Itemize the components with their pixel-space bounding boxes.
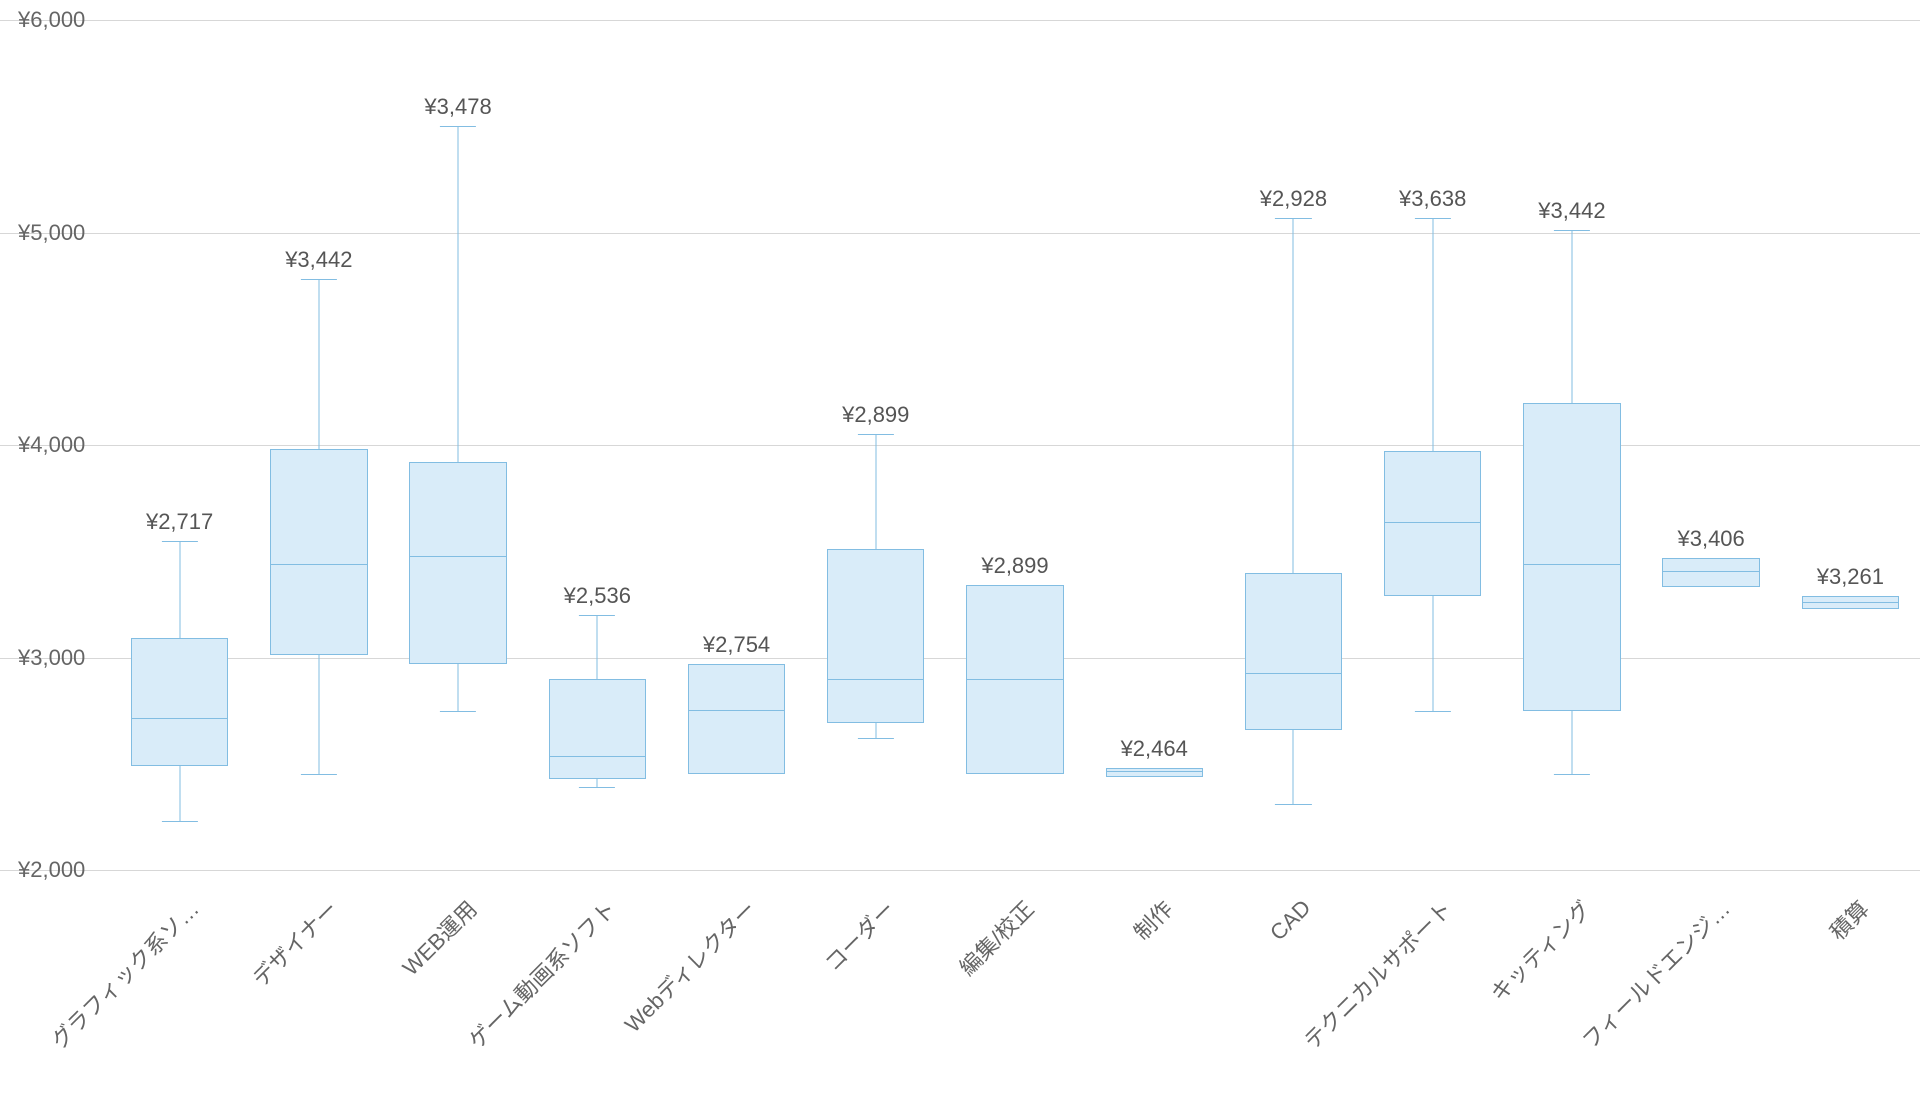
- whisker-upper: [458, 126, 459, 462]
- y-axis-tick-label: ¥4,000: [18, 432, 85, 458]
- boxplot-box: [1106, 0, 1203, 1116]
- box-value-label: ¥3,638: [1399, 186, 1466, 212]
- whisker-cap-upper: [858, 434, 894, 435]
- y-axis-tick-label: ¥2,000: [18, 857, 85, 883]
- whisker-upper: [1571, 230, 1572, 402]
- whisker-cap-lower: [162, 821, 198, 822]
- whisker-cap-upper: [301, 279, 337, 280]
- iqr-box: [1662, 558, 1759, 588]
- box-value-label: ¥3,478: [424, 94, 491, 120]
- whisker-cap-lower: [1275, 804, 1311, 805]
- whisker-lower: [1293, 730, 1294, 804]
- y-axis-tick-label: ¥6,000: [18, 7, 85, 33]
- box-value-label: ¥2,899: [842, 402, 909, 428]
- iqr-box: [409, 462, 506, 664]
- median-line: [688, 710, 785, 711]
- iqr-box: [1245, 573, 1342, 730]
- box-value-label: ¥3,261: [1817, 564, 1884, 590]
- boxplot-box: [1802, 0, 1899, 1116]
- box-value-label: ¥2,928: [1260, 186, 1327, 212]
- median-line: [131, 718, 228, 719]
- y-axis-tick-label: ¥5,000: [18, 220, 85, 246]
- whisker-upper: [597, 615, 598, 679]
- median-line: [1802, 602, 1899, 603]
- iqr-box: [827, 549, 924, 723]
- iqr-box: [549, 679, 646, 779]
- median-line: [1106, 771, 1203, 772]
- whisker-cap-lower: [579, 787, 615, 788]
- boxplot-box: [1245, 0, 1342, 1116]
- box-value-label: ¥3,442: [285, 247, 352, 273]
- iqr-box: [1384, 451, 1481, 596]
- median-line: [270, 564, 367, 565]
- whisker-cap-lower: [1554, 774, 1590, 775]
- whisker-upper: [179, 541, 180, 639]
- iqr-box: [688, 664, 785, 775]
- whisker-lower: [179, 766, 180, 821]
- iqr-box: [131, 638, 228, 766]
- box-value-label: ¥2,899: [981, 553, 1048, 579]
- whisker-cap-lower: [301, 774, 337, 775]
- whisker-lower: [597, 779, 598, 788]
- whisker-lower: [875, 723, 876, 738]
- whisker-cap-lower: [858, 738, 894, 739]
- box-value-label: ¥2,464: [1121, 736, 1188, 762]
- median-line: [409, 556, 506, 557]
- whisker-lower: [318, 655, 319, 774]
- iqr-box: [270, 449, 367, 655]
- box-value-label: ¥3,442: [1538, 198, 1605, 224]
- median-line: [549, 756, 646, 757]
- median-line: [1384, 522, 1481, 523]
- whisker-cap-upper: [1275, 218, 1311, 219]
- box-value-label: ¥2,754: [703, 632, 770, 658]
- whisker-lower: [458, 664, 459, 711]
- whisker-cap-lower: [1415, 711, 1451, 712]
- box-value-label: ¥2,536: [564, 583, 631, 609]
- whisker-lower: [1571, 711, 1572, 775]
- iqr-box: [1523, 403, 1620, 711]
- whisker-upper: [1432, 218, 1433, 452]
- y-axis-tick-label: ¥3,000: [18, 645, 85, 671]
- whisker-upper: [1293, 218, 1294, 573]
- whisker-cap-upper: [162, 541, 198, 542]
- box-value-label: ¥2,717: [146, 509, 213, 535]
- median-line: [827, 679, 924, 680]
- whisker-cap-upper: [1415, 218, 1451, 219]
- whisker-cap-lower: [440, 711, 476, 712]
- whisker-lower: [1432, 596, 1433, 711]
- median-line: [1245, 673, 1342, 674]
- whisker-cap-upper: [1554, 230, 1590, 231]
- whisker-upper: [318, 279, 319, 449]
- median-line: [1523, 564, 1620, 565]
- median-line: [1662, 571, 1759, 572]
- whisker-upper: [875, 434, 876, 549]
- boxplot-chart: ¥2,000¥3,000¥4,000¥5,000¥6,000¥2,717グラフィ…: [0, 0, 1920, 1116]
- box-value-label: ¥3,406: [1677, 526, 1744, 552]
- whisker-cap-upper: [440, 126, 476, 127]
- whisker-cap-upper: [579, 615, 615, 616]
- median-line: [966, 679, 1063, 680]
